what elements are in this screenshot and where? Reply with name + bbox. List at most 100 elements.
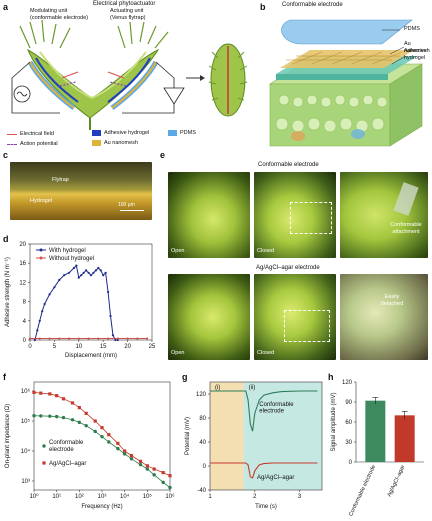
- data-point: [48, 392, 52, 396]
- data-point: [53, 286, 56, 289]
- data-point: [77, 420, 82, 425]
- bar-0: [365, 400, 386, 462]
- y-tick-label: 40: [199, 440, 206, 446]
- layer-hydrogel-label: Adhesive hydrogel: [404, 48, 427, 61]
- signal-amplitude-chart: 0 30 60 90 120 Signal amplitude (mV) Conformab…: [331, 380, 424, 517]
- y-tick-label: 30: [345, 440, 352, 446]
- data-point: [84, 411, 88, 415]
- y-axis-label: Potential (mV): [185, 417, 191, 455]
- data-point: [33, 338, 36, 342]
- data-point: [109, 314, 112, 318]
- actuating-unit-label: Actuating unit (Venus flytrap): [110, 8, 146, 21]
- x-tick-label: 10¹: [52, 494, 61, 500]
- data-point: [36, 329, 39, 332]
- data-point: [58, 337, 61, 340]
- legend-marker-1: [42, 461, 46, 465]
- panel-g-label: g: [182, 372, 188, 382]
- y-tick-label: 0: [203, 464, 207, 470]
- zoom-box-bottom: [284, 310, 330, 342]
- series-line-1: [210, 462, 318, 479]
- hydrogel-layer-label: Hydrogel: [30, 198, 53, 204]
- region-0: [210, 382, 244, 490]
- legend-au-label: Au nanomesh: [104, 140, 138, 146]
- x-tick-label: 10⁰: [29, 493, 39, 500]
- data-point: [116, 446, 120, 451]
- data-point: [152, 473, 156, 477]
- bar-1: [394, 415, 415, 462]
- legend-marker-0: [42, 444, 46, 448]
- series-label-0b: electrode: [259, 409, 284, 415]
- data-point: [100, 434, 104, 439]
- data-point: [80, 274, 83, 277]
- data-point: [58, 278, 61, 282]
- y-tick-label: 20: [19, 242, 26, 248]
- y-tick-label: 12: [19, 280, 26, 286]
- data-point: [126, 337, 129, 340]
- category-label-0: Conformable electrode: [348, 464, 377, 517]
- y-tick-label: 4: [23, 319, 27, 325]
- series-label-0a: Conformable: [259, 402, 294, 408]
- region-label-1: (ii): [249, 385, 256, 391]
- data-point: [77, 406, 81, 410]
- data-point: [122, 452, 127, 456]
- data-point: [75, 264, 78, 267]
- y-tick-label: 10³: [21, 479, 30, 485]
- photo-zoom-conformable: Conformable attachment: [340, 172, 428, 258]
- region-label-0: (i): [215, 385, 220, 391]
- data-point: [28, 337, 32, 340]
- y-tick-label: 0: [349, 460, 353, 466]
- panel-e-title-top: Conformable electrode: [258, 162, 319, 168]
- data-point: [97, 266, 100, 270]
- data-point: [77, 276, 80, 279]
- data-point: [72, 266, 76, 270]
- zoom-box-top: [290, 202, 332, 234]
- y-tick-label: 10⁶: [21, 388, 31, 395]
- scale-bar: [120, 210, 144, 211]
- phytoactuator-diagram: [11, 19, 248, 130]
- y-tick-label: 10⁵: [21, 418, 31, 425]
- data-point: [138, 459, 143, 463]
- legend-ap-line: [7, 144, 17, 145]
- photo-closed-conformable: Closed: [254, 172, 336, 258]
- data-point: [87, 337, 90, 340]
- data-point: [67, 271, 71, 274]
- panel-a-title: Electrical phytoactuator: [93, 1, 156, 7]
- data-point: [102, 274, 105, 277]
- x-tick-label: 1: [208, 494, 212, 500]
- data-point: [116, 441, 120, 445]
- x-axis-label: Displacement (mm): [65, 353, 117, 359]
- y-tick-label: 80: [199, 416, 206, 422]
- category-label-1: Ag/AgCl–agar: [387, 464, 407, 498]
- y-tick-label: 90: [345, 400, 352, 406]
- x-tick-label: 10⁴: [120, 493, 130, 500]
- electrode-patch: [393, 182, 419, 216]
- legend-field-label: Electrical field: [20, 131, 54, 137]
- data-point: [123, 449, 127, 453]
- data-point: [84, 423, 88, 428]
- callout-conformable: Conformable attachment: [390, 222, 422, 235]
- data-point: [145, 464, 149, 468]
- data-point: [168, 485, 172, 490]
- photo-open-conformable: Open: [168, 172, 250, 258]
- panel-b-label: b: [260, 2, 266, 12]
- y-tick-label: 120: [342, 380, 353, 386]
- data-point: [70, 418, 75, 422]
- panel-h-label: h: [328, 372, 334, 382]
- panel-f-label: f: [3, 372, 6, 382]
- y-axis-label: Signal amplitude (mV): [331, 392, 337, 451]
- x-tick-label: 2: [253, 494, 257, 500]
- legend-label-1: Without hydrogel: [49, 256, 94, 262]
- x-tick-label: 10³: [98, 494, 107, 500]
- data-point: [61, 415, 66, 420]
- y-tick-label: 10⁴: [21, 448, 31, 455]
- data-point: [89, 274, 93, 277]
- data-point: [32, 390, 36, 394]
- data-point: [93, 429, 97, 434]
- data-point: [41, 310, 44, 313]
- data-point: [107, 433, 111, 437]
- series-line-0: [34, 264, 118, 341]
- plot-frame: [29, 243, 153, 341]
- data-point: [38, 319, 41, 322]
- panel-b-title: Conformable electrode: [282, 2, 343, 8]
- panel-a-label: a: [3, 2, 9, 12]
